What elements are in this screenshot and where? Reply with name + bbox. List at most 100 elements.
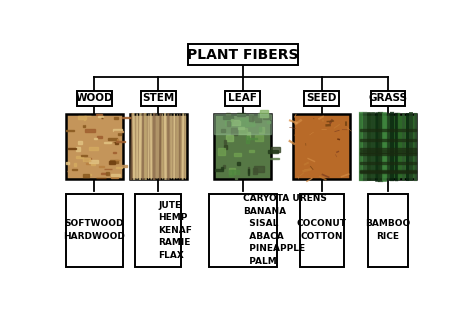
Bar — [255, 135, 263, 141]
Bar — [78, 141, 82, 144]
Text: COCONUT
COTTON: COCONUT COTTON — [297, 219, 347, 241]
Bar — [267, 121, 270, 123]
Bar — [82, 174, 91, 175]
Bar — [260, 110, 268, 117]
Bar — [114, 131, 123, 132]
Bar — [246, 132, 250, 138]
Bar — [248, 150, 255, 152]
FancyBboxPatch shape — [66, 194, 123, 267]
Bar — [252, 124, 255, 125]
Bar — [118, 165, 128, 167]
FancyBboxPatch shape — [293, 114, 350, 179]
FancyBboxPatch shape — [130, 114, 187, 179]
Bar — [91, 145, 98, 146]
Text: SEED: SEED — [307, 93, 337, 103]
Bar — [360, 151, 417, 153]
Bar — [216, 168, 223, 171]
Bar — [94, 138, 97, 139]
FancyBboxPatch shape — [136, 194, 182, 267]
FancyBboxPatch shape — [188, 44, 298, 65]
Bar — [109, 138, 117, 139]
Bar — [116, 141, 125, 142]
Bar — [360, 170, 417, 172]
Bar — [83, 125, 85, 128]
Text: WOOD: WOOD — [75, 93, 113, 103]
Text: CARYOTA URENS
BANANA
  SISAL
  ABACA
  PINEAPPLE
  PALM: CARYOTA URENS BANANA SISAL ABACA PINEAPP… — [243, 194, 327, 266]
Bar — [113, 128, 122, 131]
Bar — [271, 147, 280, 152]
FancyBboxPatch shape — [368, 194, 408, 267]
Bar — [223, 165, 225, 168]
Bar — [252, 116, 261, 122]
Bar — [270, 158, 279, 159]
Bar — [253, 124, 261, 131]
Bar — [98, 116, 103, 117]
Bar — [66, 130, 74, 131]
Bar — [254, 166, 264, 172]
Bar — [96, 114, 102, 115]
Bar — [74, 163, 76, 166]
Text: PLANT FIBERS: PLANT FIBERS — [187, 48, 299, 62]
Bar — [247, 138, 256, 139]
FancyBboxPatch shape — [209, 194, 277, 267]
Bar — [107, 172, 109, 175]
Bar — [111, 175, 118, 178]
Bar — [101, 173, 107, 174]
Bar — [229, 167, 235, 174]
Bar — [72, 169, 77, 170]
Bar — [89, 147, 98, 150]
Bar — [89, 160, 98, 163]
Bar — [70, 159, 77, 161]
Bar — [223, 116, 233, 119]
FancyBboxPatch shape — [371, 91, 405, 106]
Bar — [248, 167, 249, 173]
Bar — [97, 136, 102, 138]
Bar — [240, 118, 250, 120]
Bar — [225, 120, 231, 125]
Bar — [214, 114, 272, 134]
Bar — [231, 119, 233, 121]
Bar — [76, 147, 80, 151]
Bar — [104, 142, 111, 143]
Bar — [82, 155, 87, 156]
FancyBboxPatch shape — [360, 114, 417, 179]
Bar — [101, 131, 102, 132]
Bar — [229, 170, 233, 176]
Bar — [263, 115, 271, 119]
Bar — [87, 118, 88, 120]
Text: JUTE
HEMP
KENAF
RAMIE
FLAX: JUTE HEMP KENAF RAMIE FLAX — [158, 201, 192, 260]
Bar — [86, 167, 96, 168]
Text: GRASS: GRASS — [368, 93, 408, 103]
FancyBboxPatch shape — [300, 194, 344, 267]
Text: BAMBOO
RICE: BAMBOO RICE — [365, 219, 410, 241]
Bar — [115, 142, 118, 144]
Bar — [237, 113, 245, 117]
Bar — [237, 162, 240, 165]
Text: STEM: STEM — [142, 93, 174, 103]
Bar — [224, 140, 226, 144]
Bar — [234, 154, 241, 156]
Bar — [239, 128, 247, 134]
Bar — [227, 135, 234, 141]
Bar — [259, 127, 264, 133]
Bar — [68, 148, 76, 149]
Bar — [78, 116, 86, 119]
Bar — [221, 167, 223, 169]
Bar — [85, 129, 95, 132]
Bar — [114, 117, 118, 119]
Bar — [360, 129, 417, 131]
Bar — [110, 160, 118, 163]
Bar — [226, 113, 229, 116]
Bar — [118, 133, 121, 135]
Bar — [235, 176, 237, 179]
Bar — [122, 117, 132, 118]
Bar — [360, 162, 417, 164]
Bar — [259, 127, 261, 131]
Bar — [224, 145, 228, 149]
Bar — [99, 166, 104, 167]
Bar — [82, 158, 91, 161]
Bar — [232, 170, 239, 174]
Bar — [360, 171, 417, 173]
FancyBboxPatch shape — [141, 91, 176, 106]
Bar — [241, 168, 244, 173]
